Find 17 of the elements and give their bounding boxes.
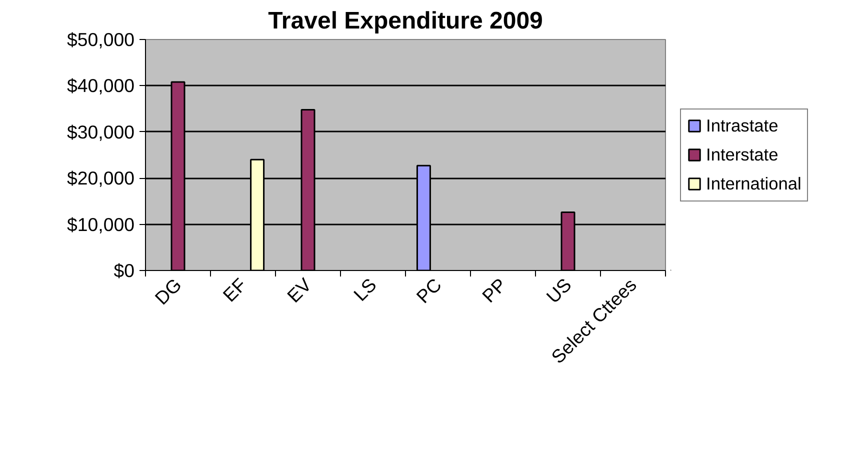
legend-label: Intrastate bbox=[706, 115, 778, 136]
chart-title: Travel Expenditure 2009 bbox=[268, 8, 543, 34]
y-tick-label: $40,000 bbox=[67, 75, 135, 96]
y-tick-label: $30,000 bbox=[67, 121, 135, 142]
x-tick-label: EF bbox=[218, 274, 250, 306]
legend-label: Interstate bbox=[706, 144, 778, 165]
y-tick-label: $20,000 bbox=[67, 168, 135, 189]
x-tick-label: LS bbox=[349, 274, 380, 306]
legend-label: International bbox=[706, 173, 802, 194]
y-tick-label: $50,000 bbox=[67, 29, 135, 50]
x-tick-label: PP bbox=[478, 274, 510, 307]
x-tick-label: PC bbox=[412, 274, 446, 308]
x-tick-label: DG bbox=[150, 274, 186, 309]
x-tick-label: EV bbox=[282, 274, 316, 307]
y-tick-label: $10,000 bbox=[67, 214, 135, 235]
x-tick-label: US bbox=[542, 274, 576, 308]
y-tick-label: $0 bbox=[114, 260, 135, 281]
